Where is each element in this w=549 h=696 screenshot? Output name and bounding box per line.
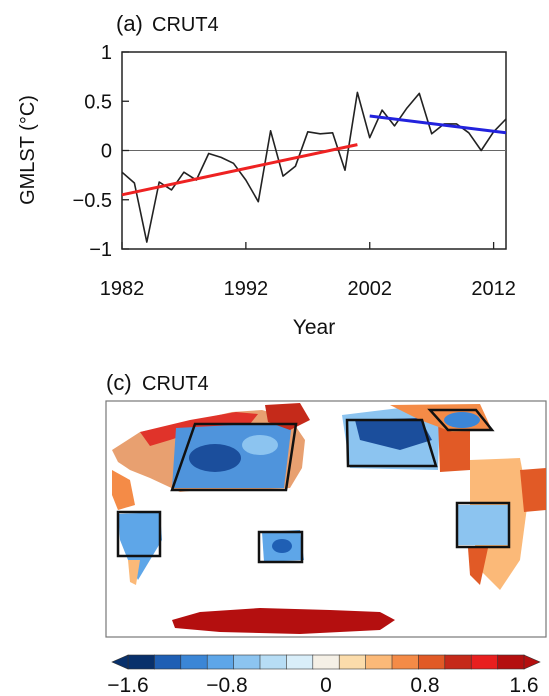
- trend-line-1982-2001: [121, 143, 358, 197]
- colorbar: −1.6 −0.8 0 0.8 1.6: [107, 654, 541, 696]
- panel-a-label: (a): [116, 11, 143, 36]
- y-axis-label: GMLST (°C): [17, 95, 39, 205]
- colorbar-tick-label: −1.6: [107, 674, 148, 696]
- map-north-america-cold-core: [189, 444, 241, 472]
- anomaly-map: [112, 403, 546, 634]
- y-tick-label: −0.5: [73, 190, 112, 212]
- y-tick-label: 0: [101, 141, 112, 163]
- map-asia-cold-band: [355, 418, 432, 450]
- y-tick-label: 1: [101, 42, 112, 64]
- colorbar-swatch: [180, 654, 208, 670]
- colorbar-swatch: [259, 654, 288, 670]
- panel-c-label: (c): [106, 370, 132, 395]
- colorbar-swatch: [127, 654, 156, 670]
- colorbar-tick-label: 1.6: [509, 674, 538, 696]
- colorbar-swatch: [391, 654, 420, 670]
- colorbar-min-arrow: [111, 654, 129, 670]
- panel-c: (c) CRUT4: [105, 370, 547, 638]
- panel-c-title: CRUT4: [142, 373, 209, 395]
- colorbar-swatch: [470, 654, 499, 670]
- x-tick-label: 1992: [224, 278, 269, 300]
- region-box-australia: [257, 530, 304, 564]
- y-tick-label: 0.5: [84, 91, 112, 113]
- y-tick-label: −1: [89, 239, 112, 261]
- region-box-south-america: [116, 510, 162, 558]
- colorbar-swatch: [418, 654, 446, 670]
- map-west-coast-warm: [112, 470, 135, 510]
- panel-a: (a) CRUT4 1 0.5 0 −0.5 −1 1982 1992 2002 2012 Y…: [17, 11, 516, 339]
- panel-a-title: CRUT4: [152, 14, 219, 36]
- x-tick-label: 2012: [471, 278, 516, 300]
- colorbar-swatch: [233, 654, 261, 670]
- colorbar-tick-label: 0: [320, 674, 332, 696]
- region-box-africa: [455, 501, 511, 549]
- map-australia-cold-core: [272, 539, 292, 553]
- colorbar-swatch: [154, 654, 182, 670]
- colorbar-swatch: [338, 654, 367, 670]
- colorbar-swatch: [444, 654, 472, 670]
- colorbar-swatch: [206, 654, 235, 670]
- colorbar-max-arrow: [523, 654, 541, 670]
- map-north-america-cool-patch: [242, 435, 278, 455]
- colorbar-swatch: [497, 654, 525, 670]
- x-tick-label: 1982: [100, 278, 145, 300]
- colorbar-swatch: [365, 654, 393, 670]
- map-south-africa-warm: [468, 548, 488, 585]
- colorbar-swatch: [312, 654, 340, 670]
- x-tick-label: 2002: [347, 278, 392, 300]
- map-africa-cool-box: [458, 505, 508, 545]
- map-south-america-tip: [128, 560, 140, 585]
- anomaly-line: [121, 91, 507, 243]
- region-box-siberia: [427, 408, 495, 432]
- x-axis-label: Year: [293, 316, 335, 339]
- map-siberia-cool-patch: [444, 412, 480, 428]
- trend-line-2002-2013: [369, 114, 507, 135]
- colorbar-swatch: [286, 654, 314, 670]
- region-box-asia: [345, 418, 438, 468]
- map-antarctica: [172, 608, 395, 634]
- region-box-north-america: [170, 422, 298, 492]
- map-south-america: [118, 512, 162, 580]
- colorbar-tick-label: 0.8: [410, 674, 439, 696]
- colorbar-tick-label: −0.8: [206, 674, 247, 696]
- map-east-edge: [520, 468, 546, 512]
